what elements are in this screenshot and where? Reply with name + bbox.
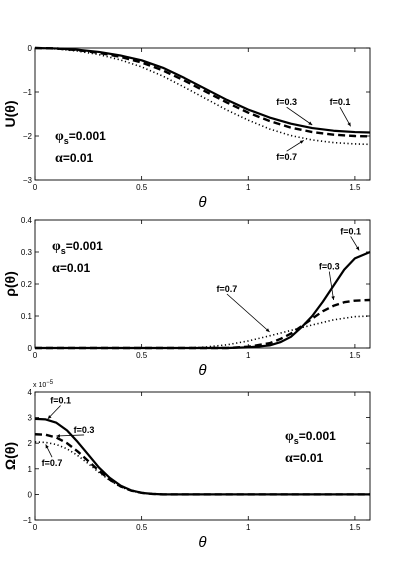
parameter-label: α=0.01 bbox=[55, 151, 94, 166]
x-tick-label: 1 bbox=[246, 523, 251, 532]
parameter-label: φs=0.001 bbox=[285, 429, 336, 446]
series-line-f-0.7 bbox=[34, 47, 371, 146]
y-tick-label: 2 bbox=[28, 439, 33, 448]
y-scale-label: x 10−5 bbox=[33, 380, 54, 389]
x-tick-label: 0.5 bbox=[136, 351, 148, 360]
y-tick-label: −1 bbox=[23, 516, 33, 525]
parameter-label: α=0.01 bbox=[52, 261, 91, 276]
curve-label: f=0.3 bbox=[276, 97, 297, 107]
x-axis-label: θ bbox=[198, 362, 206, 379]
curve-label: f=0.1 bbox=[340, 226, 361, 236]
panel-1: 0 0.5 1 1.5 0 −1 −2 −3 θ U(θ) f=0.3 f=0.1 f=0.7 φs=0.… bbox=[2, 44, 371, 211]
y-tick-label: −2 bbox=[23, 132, 33, 141]
annotation-arrow bbox=[286, 106, 313, 126]
x-tick-label: 0 bbox=[33, 523, 38, 532]
curve-label: f=0.7 bbox=[42, 458, 63, 468]
x-tick-label: 1 bbox=[246, 351, 251, 360]
arrow-head bbox=[331, 296, 335, 300]
series-line-f-0.7 bbox=[34, 441, 370, 496]
y-tick-label: 1 bbox=[28, 465, 33, 474]
series-line-f-0.3 bbox=[35, 298, 371, 350]
arrow-head bbox=[299, 140, 304, 144]
x-axis-label: θ bbox=[198, 194, 206, 211]
series-line-f-0.3 bbox=[34, 46, 371, 138]
curve-label: f=0.1 bbox=[50, 396, 71, 406]
series-line-f-0.7 bbox=[35, 315, 371, 349]
y-tick-label: 0 bbox=[28, 344, 33, 353]
curve-label: f=0.1 bbox=[330, 97, 351, 107]
annotation-arrow bbox=[56, 434, 85, 437]
y-axis-label: Ω(θ) bbox=[2, 442, 18, 470]
x-tick-label: 1 bbox=[246, 183, 251, 192]
x-tick-label: 0.5 bbox=[136, 523, 148, 532]
x-tick-label: 1.5 bbox=[349, 351, 361, 360]
arrow-head bbox=[45, 444, 49, 449]
arrow-head bbox=[56, 434, 60, 438]
arrow-head bbox=[347, 122, 351, 127]
y-axis-label: U(θ) bbox=[2, 100, 18, 127]
y-axis-label: ρ(θ) bbox=[2, 271, 18, 297]
y-tick-label: 0.2 bbox=[21, 280, 33, 289]
x-tick-label: 0.5 bbox=[136, 183, 148, 192]
x-tick-label: 0 bbox=[33, 183, 38, 192]
arrow-head bbox=[47, 415, 52, 419]
plot-frame bbox=[34, 47, 371, 181]
y-tick-label: 0 bbox=[28, 490, 33, 499]
panel-2: 0 0.5 1 1.5 0 0.1 0.2 0.3 0.4 θ ρ(θ) f=0.1 f=0.3 f=0.… bbox=[2, 216, 371, 379]
curve-label: f=0.7 bbox=[276, 152, 297, 162]
annotation-arrow bbox=[328, 271, 334, 301]
y-tick-label: 0.3 bbox=[21, 248, 33, 257]
y-tick-label: 4 bbox=[28, 388, 33, 397]
annotation-arrow bbox=[226, 293, 270, 333]
y-tick-label: 0.4 bbox=[21, 216, 33, 225]
parameter-label: α=0.01 bbox=[285, 451, 324, 466]
plot-frame bbox=[34, 391, 371, 521]
parameter-label: φs=0.001 bbox=[55, 129, 106, 146]
y-tick-label: 0 bbox=[28, 44, 33, 53]
x-tick-label: 1.5 bbox=[349, 523, 361, 532]
x-tick-label: 1.5 bbox=[349, 183, 361, 192]
curve-label: f=0.7 bbox=[217, 284, 238, 294]
y-tick-label: −1 bbox=[23, 88, 33, 97]
arrow-head bbox=[355, 246, 360, 251]
arrow-head bbox=[308, 121, 313, 125]
y-tick-label: −3 bbox=[23, 176, 33, 185]
curve-label: f=0.3 bbox=[74, 425, 95, 435]
annotation-arrow bbox=[339, 107, 351, 127]
curve-label: f=0.3 bbox=[319, 262, 340, 272]
parameter-label: φs=0.001 bbox=[52, 239, 103, 256]
arrow-head bbox=[265, 328, 270, 332]
x-axis-label: θ bbox=[198, 534, 206, 551]
y-tick-label: 0.1 bbox=[21, 312, 33, 321]
y-tick-label: 3 bbox=[28, 414, 33, 423]
x-tick-label: 0 bbox=[33, 351, 38, 360]
